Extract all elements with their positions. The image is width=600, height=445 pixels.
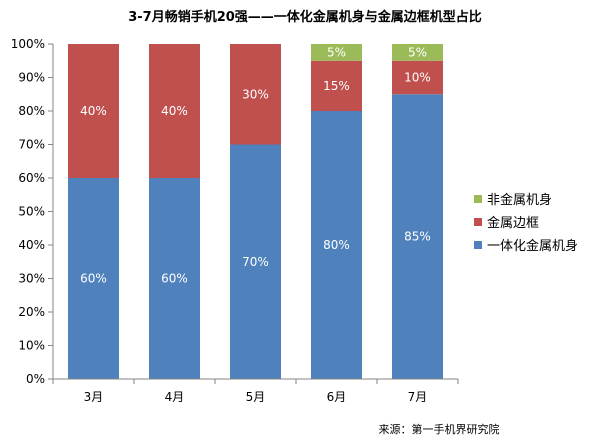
x-tick-label: 6月 [327, 390, 347, 404]
y-tick-label: 60% [18, 171, 45, 185]
data-label: 40% [161, 104, 188, 118]
bar-segment [149, 178, 200, 379]
y-tick-label: 70% [18, 138, 45, 152]
bar-segment [392, 94, 443, 379]
data-label: 40% [80, 104, 107, 118]
data-label: 30% [242, 87, 269, 101]
bar-segment [311, 60, 362, 111]
x-axis: 3月 4月 5月 6月 7月 [52, 378, 459, 404]
legend-label: 一体化金属机身 [487, 238, 578, 254]
bar-segment [68, 44, 119, 178]
bar-segment [68, 178, 119, 379]
bar-segment [230, 44, 281, 145]
bar-segment [311, 44, 362, 61]
chart-title: 3-7月畅销手机20强——一体化金属机身与金属边框机型占比 [128, 9, 482, 25]
y-tick-label: 50% [18, 205, 45, 219]
legend-swatch [474, 241, 482, 249]
bar-segment [149, 44, 200, 178]
y-tick-label: 80% [18, 104, 45, 118]
legend-label: 非金属机身 [487, 192, 552, 208]
y-tick-label: 0% [26, 372, 45, 386]
source-note: 来源：第一手机界研究院 [379, 422, 500, 436]
bar-segment [392, 60, 443, 95]
data-label: 15% [323, 79, 350, 93]
data-label: 85% [404, 230, 431, 244]
y-tick-label: 90% [18, 71, 45, 85]
x-tick-label: 4月 [165, 390, 185, 404]
bar-segment [311, 111, 362, 379]
y-tick-label: 100% [11, 37, 45, 51]
legend-swatch [474, 195, 482, 203]
x-tick-label: 5月 [246, 390, 266, 404]
y-tick-label: 10% [18, 339, 45, 353]
data-label: 80% [323, 238, 350, 252]
x-tick-label: 7月 [408, 390, 428, 404]
x-tick-label: 3月 [84, 390, 104, 404]
bars: 60% 40% 60% 40% 70% 30% 80% 15% 5% 85% 10% 5% [68, 44, 443, 379]
legend-swatch [474, 218, 482, 226]
data-label: 5% [327, 45, 346, 59]
y-tick-label: 20% [18, 305, 45, 319]
legend-label: 金属边框 [487, 215, 539, 231]
bar-segment [230, 144, 281, 379]
y-tick-label: 30% [18, 272, 45, 286]
data-label: 60% [80, 272, 107, 286]
bar-segment [392, 44, 443, 61]
data-label: 70% [242, 255, 269, 269]
data-label: 60% [161, 272, 188, 286]
y-axis: 0% 10% 20% 30% 40% 50% 60% 70% 80% 90% 100% [11, 37, 54, 386]
data-label: 10% [404, 71, 431, 85]
data-label: 5% [408, 45, 427, 59]
y-tick-label: 40% [18, 238, 45, 252]
